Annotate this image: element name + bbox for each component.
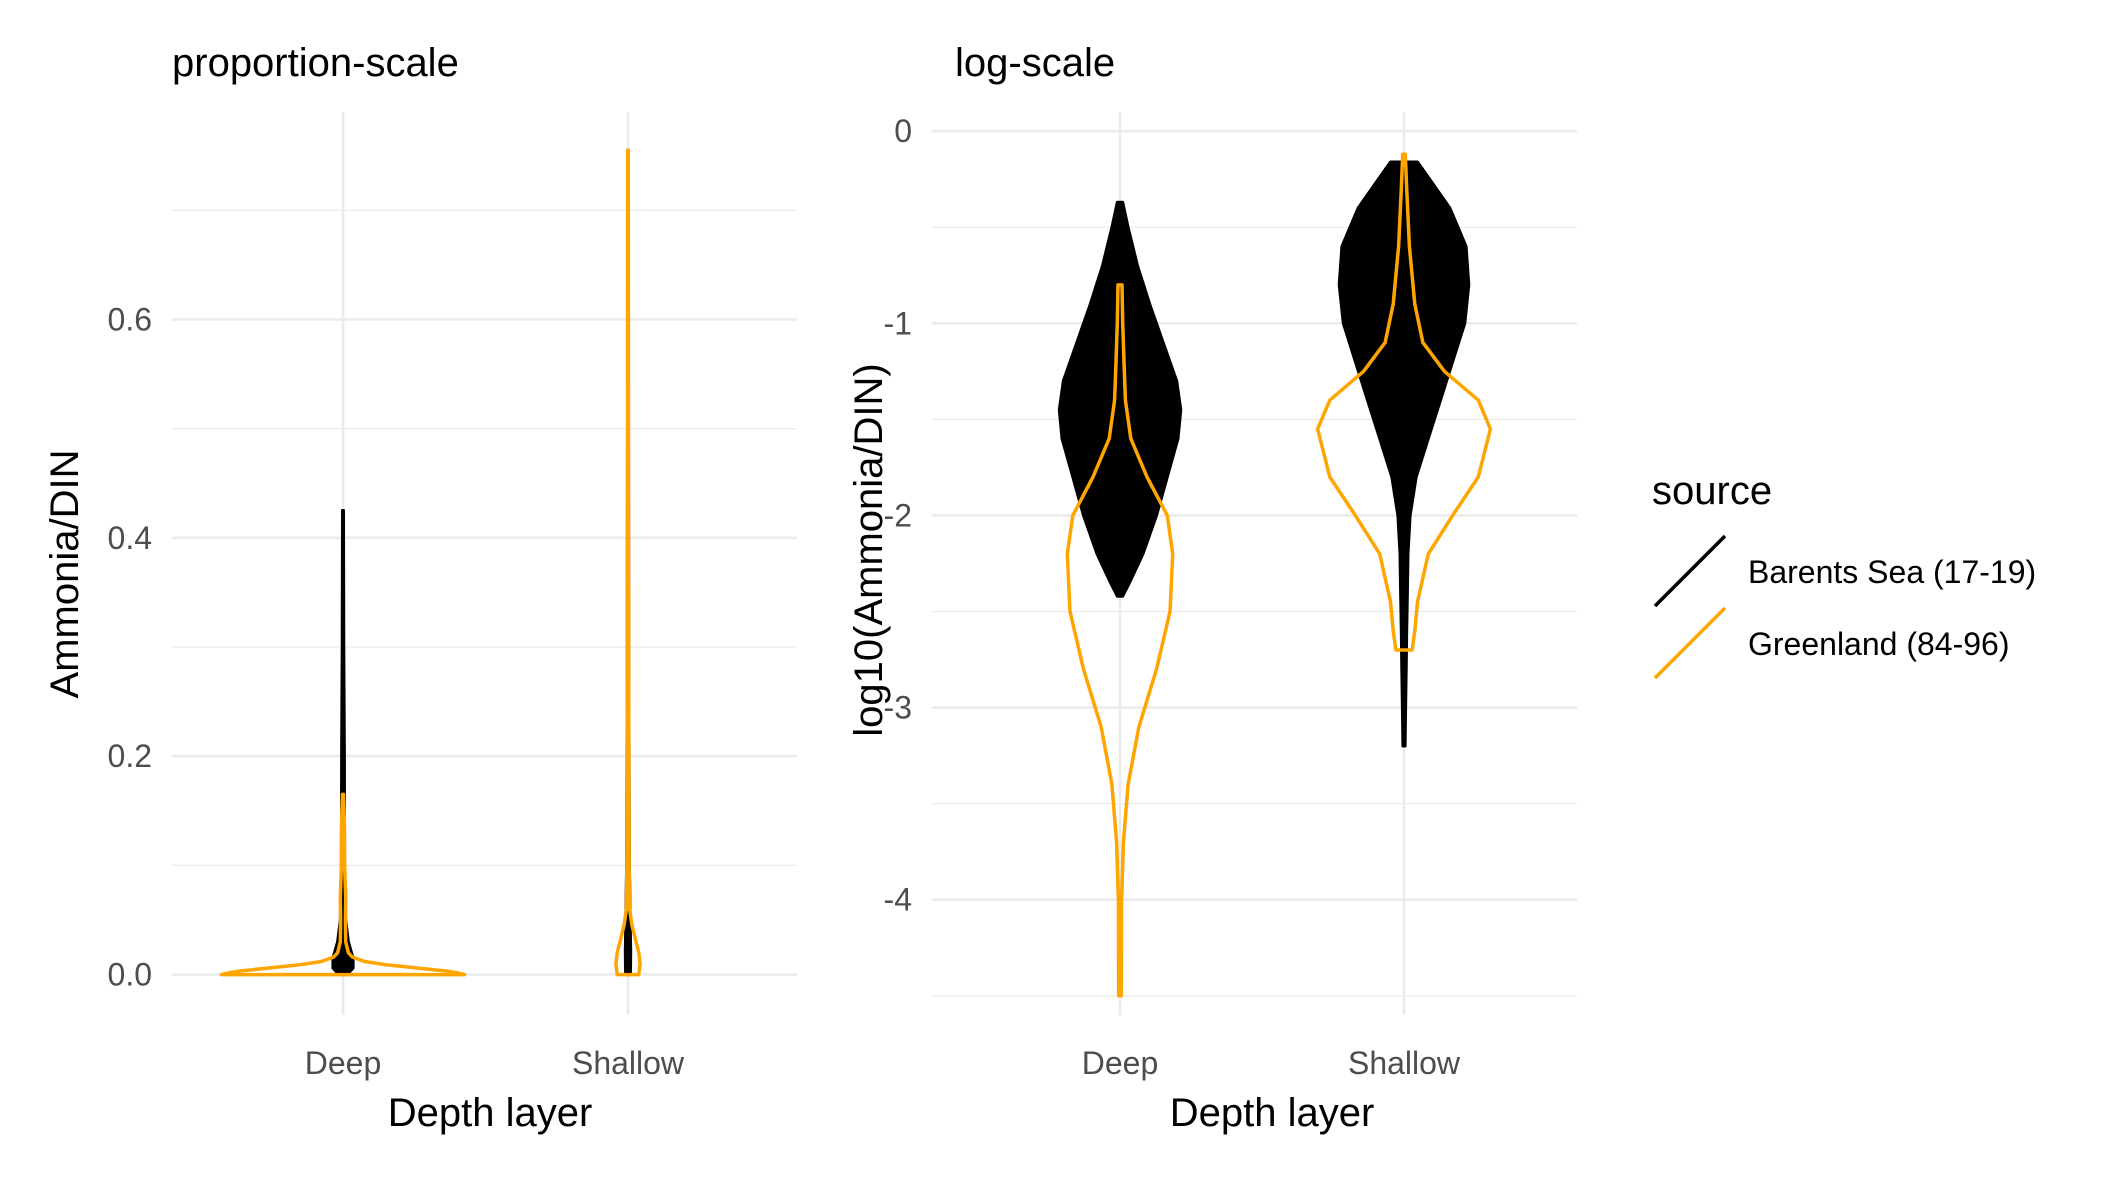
x-tick-label-shallow: Shallow bbox=[1348, 1045, 1461, 1081]
violin-greenland-shallow bbox=[1315, 152, 1493, 652]
panel-log-scale: 0 -1 -2 -3 -4 Deep Shallow log-scale Depth la… bbox=[847, 41, 1577, 1135]
legend-item-greenland: Greenland (84-96) bbox=[1653, 606, 2009, 680]
violin-greenland-deep bbox=[1065, 283, 1175, 998]
y-tick-label: -1 bbox=[884, 305, 912, 341]
y-axis-title-proportion: Ammonia/DIN bbox=[43, 450, 87, 699]
y-tick-label: 0.4 bbox=[108, 520, 152, 556]
x-axis-title-log: Depth layer bbox=[1170, 1091, 1375, 1135]
x-tick-label-deep: Deep bbox=[305, 1045, 382, 1081]
violin-barents-shallow bbox=[1337, 160, 1471, 748]
y-ticks-panel-log: 0 -1 -2 -3 -4 bbox=[884, 113, 912, 918]
y-tick-label: 0.2 bbox=[108, 738, 152, 774]
x-ticks-panel-log: Deep Shallow bbox=[1082, 1045, 1461, 1081]
y-axis-title-log: log10(Ammonia/DIN) bbox=[847, 363, 891, 736]
x-tick-label-shallow: Shallow bbox=[572, 1045, 685, 1081]
violins-panel-proportion bbox=[219, 148, 642, 977]
y-tick-label: 0 bbox=[894, 113, 912, 149]
legend-key-greenland bbox=[1653, 606, 1727, 680]
violin-greenland-deep bbox=[219, 792, 467, 977]
legend-title: source bbox=[1652, 469, 1772, 513]
y-tick-label: -3 bbox=[884, 690, 912, 726]
x-axis-title-proportion: Depth layer bbox=[388, 1091, 593, 1135]
y-ticks-panel-proportion: 0.0 0.2 0.4 0.6 bbox=[108, 301, 152, 992]
legend-key-barents bbox=[1653, 534, 1727, 608]
panel-title-proportion-scale: proportion-scale bbox=[172, 41, 459, 85]
y-tick-label: 0.0 bbox=[108, 957, 152, 993]
legend: source Barents Sea (17-19) Greenland (84… bbox=[1652, 469, 2036, 680]
y-tick-label: -4 bbox=[884, 882, 912, 918]
legend-label-barents: Barents Sea (17-19) bbox=[1748, 554, 2036, 590]
x-tick-label-deep: Deep bbox=[1082, 1045, 1159, 1081]
violin-greenland-shallow bbox=[614, 148, 642, 977]
x-ticks-panel-proportion: Deep Shallow bbox=[305, 1045, 685, 1081]
y-tick-label: 0.6 bbox=[108, 301, 152, 337]
y-tick-label: -2 bbox=[884, 497, 912, 533]
panel-title-log-scale: log-scale bbox=[955, 41, 1115, 85]
panel-proportion-scale: 0.0 0.2 0.4 0.6 Deep Shallow proportion-scal… bbox=[43, 41, 797, 1135]
legend-item-barents: Barents Sea (17-19) bbox=[1653, 534, 2036, 608]
violins-panel-log bbox=[1057, 152, 1493, 998]
legend-label-greenland: Greenland (84-96) bbox=[1748, 626, 2009, 662]
